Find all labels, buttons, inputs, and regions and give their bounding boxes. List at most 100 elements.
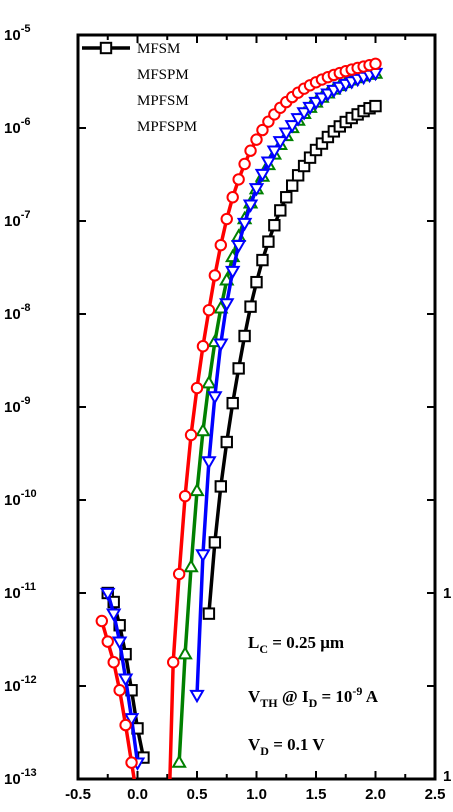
- y-tick-label-6: 10-7: [4, 209, 30, 230]
- annotation-1: VTH @ ID = 10-9 A: [248, 684, 379, 710]
- axis-ticks: [77, 34, 436, 780]
- point-mfspm-1-6: [196, 340, 210, 353]
- point-mfspm-1-35: [369, 57, 382, 71]
- point-mpfsm-1-18: [296, 107, 312, 121]
- point-mpfsm-1-12: [260, 156, 277, 170]
- point-mpfsm-1-17: [290, 113, 306, 127]
- y-tick-label-3: 10-10: [4, 488, 37, 509]
- x-tick-label-0: -0.5: [65, 786, 91, 803]
- y-tick-label-2: 10-11: [4, 581, 36, 602]
- point-mpfsm-1-2: [201, 456, 217, 470]
- point-mfsm-1-1: [208, 536, 222, 549]
- point-mpfsm-0-3: [117, 673, 134, 687]
- legend-label-mpfspm: MPFSPM: [137, 119, 197, 135]
- point-mpfspm-0-1: [177, 645, 193, 660]
- y-tick-label-0: 10-13: [4, 767, 37, 788]
- legend-label-mfsm: MFSM: [137, 41, 180, 57]
- series-mfspm: [95, 57, 382, 779]
- point-mfsm-1-4: [226, 396, 239, 410]
- point-mfspm-1-12: [232, 173, 245, 186]
- point-mfsm-1-6: [238, 329, 251, 343]
- point-mfspm-1-9: [214, 238, 228, 252]
- point-mpfsm-1-16: [284, 120, 300, 134]
- point-mfspm-1-4: [184, 428, 198, 442]
- point-mfspm-0-4: [119, 718, 132, 732]
- point-mfspm-1-2: [172, 567, 186, 581]
- point-mpfsm-0-1: [105, 608, 122, 622]
- point-mpfspm-0-2: [183, 558, 199, 573]
- x-tick-label-1: 0.0: [127, 786, 148, 803]
- point-mfspm-1-14: [244, 144, 257, 157]
- x-tick-labels: -0.5 0.0 0.5 1.0 1.5 2.0 2.5: [65, 786, 445, 803]
- point-mfspm-1-16: [256, 123, 269, 137]
- annotations: LC = 0.25 μm VTH @ ID = 10-9 A VD = 0.1 V: [248, 633, 379, 758]
- point-mfspm-1-15: [250, 133, 263, 146]
- legend: MFSM MFSPM MPFSM MPFSPM: [82, 41, 197, 135]
- series-layer: [95, 57, 384, 779]
- point-mpfsm-1-13: [266, 145, 283, 159]
- point-mfsm-1-13: [280, 191, 293, 204]
- point-mpfsm-1-0: [189, 689, 205, 704]
- point-mpfsm-1-8: [236, 217, 253, 232]
- x-tick-label-2: 0.5: [187, 786, 208, 803]
- clipped-right-labels: 11: [443, 585, 451, 785]
- point-mpfsm-1-10: [248, 183, 265, 197]
- point-mpfsm-1-15: [278, 127, 294, 141]
- y-tick-label-8: 10-5: [4, 23, 30, 44]
- point-mfspm-1-13: [238, 157, 251, 171]
- annotation-0: LC = 0.25 μm: [248, 633, 344, 656]
- point-mpfspm-0-4: [195, 422, 211, 437]
- point-mfsm-1-8: [250, 275, 263, 289]
- point-mfspm-0-0: [95, 614, 109, 628]
- point-mfsm-1-14: [286, 179, 299, 192]
- point-mfsm-1-0: [202, 607, 216, 620]
- point-mpfspm-0-7: [213, 300, 229, 314]
- point-mfspm-1-1: [167, 656, 180, 669]
- clipped-right-label-1: 1: [443, 768, 451, 785]
- legend-marker-mfsm: [99, 41, 113, 55]
- x-tick-label-5: 2.0: [365, 786, 386, 803]
- point-mpfsm-1-7: [230, 239, 247, 254]
- point-mpfsm-1-14: [272, 136, 289, 150]
- y-tick-label-4: 10-9: [4, 395, 30, 416]
- series-mfsm: [101, 99, 382, 764]
- point-mpfsm-1-11: [254, 168, 271, 183]
- point-mpfspm-0-0: [171, 754, 187, 768]
- point-mfspm-0-3: [113, 684, 126, 697]
- point-mpfsm-1-3: [207, 391, 223, 405]
- x-tick-label-3: 1.0: [246, 786, 267, 803]
- point-mfspm-1-5: [190, 381, 204, 395]
- legend-label-mfspm: MFSPM: [137, 67, 189, 83]
- point-mfspm-1-8: [208, 269, 222, 282]
- y-tick-labels: 10-13 10-12 10-11 10-10 10-9 10-8 10-7 10-6 10-5: [4, 23, 37, 788]
- point-mfspm-1-3: [178, 489, 192, 503]
- point-mpfspm-0-3: [189, 482, 205, 497]
- point-mfsm-0-1: [107, 595, 120, 609]
- point-mpfsm-0-4: [123, 713, 140, 727]
- point-mfsm-1-5: [232, 362, 245, 375]
- point-mfsm-1-11: [268, 219, 281, 232]
- point-mfspm-0-1: [101, 635, 114, 648]
- annotation-2: VD = 0.1 V: [248, 735, 325, 758]
- point-mfsm-1-7: [244, 300, 257, 313]
- point-mfspm-0-2: [107, 656, 120, 669]
- point-mfsm-1-12: [274, 204, 287, 217]
- point-mpfsm-1-1: [195, 549, 211, 563]
- point-mpfsm-1-4: [213, 338, 229, 352]
- point-mfsm-1-3: [220, 435, 233, 449]
- legend-label-mpfsm: MPFSM: [137, 93, 189, 109]
- point-mfspm-1-10: [220, 212, 233, 226]
- clipped-right-label-0: 1: [443, 585, 451, 602]
- point-mpfsm-1-19: [302, 101, 318, 116]
- series-mpfsm: [100, 67, 384, 771]
- y-tick-label-5: 10-8: [4, 302, 30, 323]
- point-mfsm-1-28: [369, 99, 382, 113]
- point-mfspm-1-11: [226, 191, 239, 204]
- point-mpfsm-1-5: [219, 298, 235, 312]
- point-mfsm-1-9: [256, 253, 269, 267]
- point-mfspm-1-7: [202, 303, 216, 317]
- point-mfsm-1-2: [214, 480, 228, 493]
- point-mpfsm-0-0: [100, 587, 116, 602]
- point-mpfspm-0-5: [201, 375, 217, 389]
